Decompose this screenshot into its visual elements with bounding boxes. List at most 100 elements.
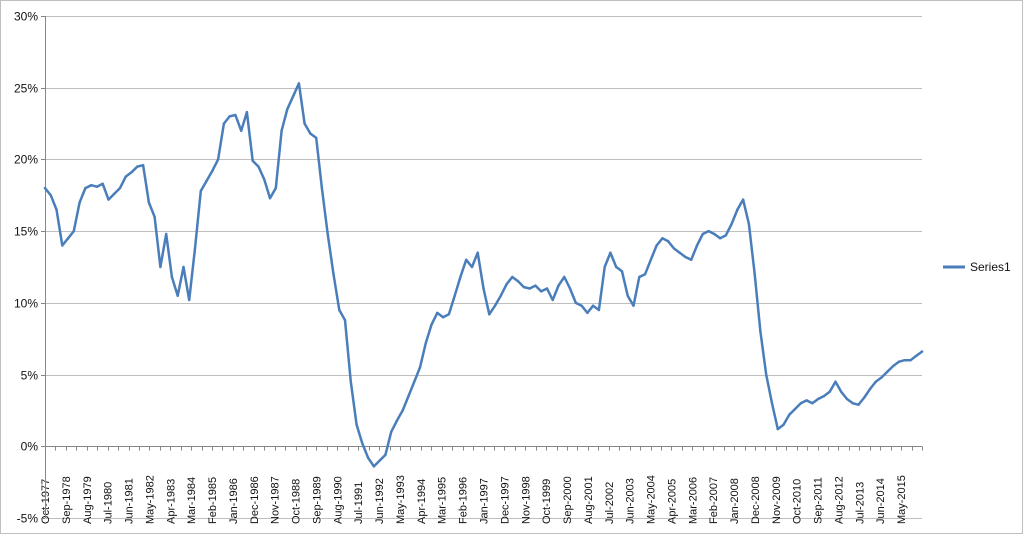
gridlines	[45, 16, 922, 519]
data-point	[418, 366, 422, 369]
x-tick-label: Dec-1997	[499, 476, 511, 524]
x-tick-label: Oct-1999	[541, 479, 553, 524]
data-point	[793, 407, 797, 411]
data-point	[303, 122, 306, 125]
data-point	[315, 136, 318, 140]
data-point	[620, 270, 624, 273]
data-point	[909, 359, 912, 362]
data-point	[378, 459, 381, 462]
data-point	[297, 82, 301, 85]
data-point	[770, 402, 774, 405]
x-tick-label: Jun-1981	[124, 478, 136, 524]
x-tick-label: Nov-1998	[520, 476, 532, 524]
data-point	[632, 304, 635, 307]
data-point	[707, 229, 710, 233]
x-tick-label: May-1993	[395, 475, 407, 524]
x-tick-label: Apr-1983	[165, 479, 177, 524]
data-point	[493, 304, 497, 307]
data-point	[349, 380, 352, 383]
data-point	[540, 290, 543, 293]
data-point	[690, 258, 693, 261]
data-point	[811, 402, 814, 405]
data-point	[586, 311, 589, 315]
data-point	[684, 255, 687, 259]
x-tick-label: May-1982	[144, 475, 156, 524]
data-point	[211, 169, 214, 173]
data-point	[343, 318, 347, 322]
data-point	[372, 465, 376, 468]
data-point	[851, 402, 854, 405]
data-point	[563, 275, 566, 279]
data-point	[170, 275, 174, 279]
data-point	[355, 423, 358, 426]
data-point	[441, 316, 445, 319]
data-point	[309, 132, 312, 135]
data-point	[84, 186, 87, 190]
x-tick-label: May-2015	[896, 475, 908, 524]
data-point	[655, 244, 658, 247]
series-line-series1	[43, 82, 924, 468]
data-point	[205, 179, 208, 183]
data-point	[534, 284, 537, 287]
data-point	[753, 273, 756, 276]
data-point	[43, 186, 47, 190]
data-point	[366, 456, 370, 459]
data-point	[465, 258, 468, 261]
data-point	[880, 376, 883, 379]
x-tick-label: Aug-1979	[82, 476, 94, 524]
data-point	[130, 171, 133, 174]
data-point	[863, 396, 866, 399]
data-point	[765, 373, 768, 376]
data-point	[90, 184, 93, 187]
axes	[41, 16, 923, 519]
data-point	[915, 354, 918, 358]
x-tick-label: Nov-1987	[270, 476, 282, 524]
data-point	[291, 95, 295, 98]
data-point	[361, 442, 364, 445]
data-point	[124, 175, 128, 178]
y-tick-label: 15%	[14, 225, 38, 239]
data-point	[55, 208, 58, 211]
data-point	[251, 159, 254, 163]
data-point	[816, 397, 820, 401]
data-point	[695, 244, 699, 247]
data-point	[672, 247, 676, 250]
data-point	[407, 394, 410, 398]
x-tick-label: Dec-1986	[249, 476, 261, 524]
data-point	[713, 232, 716, 236]
data-point	[522, 285, 526, 289]
data-point	[222, 122, 226, 125]
data-point	[159, 265, 162, 269]
y-tick-label: 10%	[14, 297, 38, 311]
x-tick-label: Jun-2014	[875, 478, 887, 524]
data-point	[453, 294, 456, 297]
data-point	[320, 186, 324, 190]
data-point	[188, 298, 191, 302]
x-tick-label: Oct-2010	[792, 479, 804, 524]
data-point	[776, 427, 779, 431]
data-point	[574, 301, 577, 305]
data-point	[384, 453, 387, 457]
data-point	[413, 380, 416, 383]
data-point	[822, 394, 826, 398]
data-point	[286, 108, 289, 111]
data-point	[892, 364, 895, 368]
data-point	[603, 265, 606, 269]
data-point	[920, 350, 924, 353]
data-point	[470, 265, 474, 269]
data-point	[649, 258, 652, 261]
data-point	[828, 390, 831, 393]
x-tick-label: Jan-2008	[729, 478, 741, 524]
data-point	[840, 390, 843, 393]
data-point	[182, 265, 185, 269]
y-tick-label: 25%	[14, 82, 38, 96]
data-point	[718, 237, 722, 240]
data-point	[147, 201, 151, 204]
data-point	[545, 287, 549, 290]
data-point	[153, 215, 156, 218]
data-point	[788, 413, 791, 416]
data-point	[257, 165, 260, 168]
data-point	[436, 311, 439, 315]
data-point	[280, 129, 283, 132]
x-tick-label: Aug-2001	[583, 476, 595, 524]
